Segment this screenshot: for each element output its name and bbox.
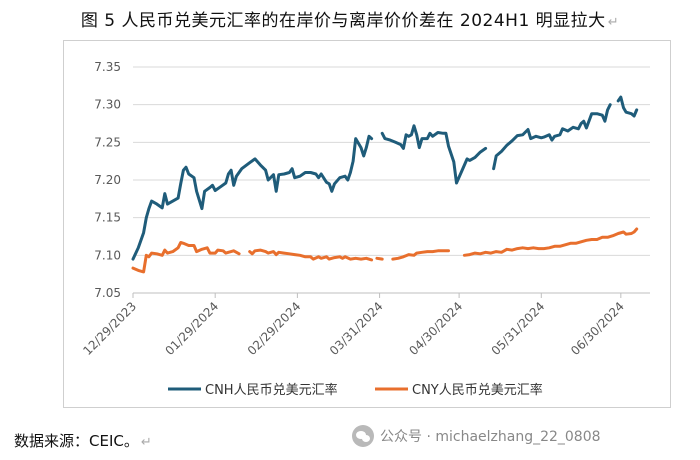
series-line-1 (131, 134, 374, 261)
chart-frame (63, 40, 671, 408)
series-line-2 (131, 241, 241, 274)
series-line-2 (462, 227, 639, 257)
x-tick-label: 05/31/2024 (489, 299, 548, 358)
y-tick-label: 7.30 (94, 98, 121, 112)
x-tick-label: 06/30/2024 (568, 299, 627, 358)
paragraph-mark-icon: ↵ (607, 15, 620, 30)
x-tick-label: 01/29/2024 (162, 299, 221, 358)
series-lines (131, 95, 639, 274)
source-text: 数据来源：CEIC。 (14, 432, 139, 450)
paragraph-mark-icon: ↵ (140, 435, 152, 450)
chart-title-text: 图 5 人民币兑美元汇率的在岸价与离岸价价差在 2024H1 明显拉大 (80, 11, 606, 31)
x-tick-label: 03/31/2024 (327, 299, 386, 358)
y-tick-label: 7.35 (94, 60, 121, 74)
chart-title: 图 5 人民币兑美元汇率的在岸价与离岸价价差在 2024H1 明显拉大 ↵ (0, 6, 700, 31)
series-line-1 (492, 103, 612, 171)
source-note: 数据来源：CEIC。 ↵ (14, 430, 152, 451)
x-axis: 12/29/2023 01/29/2024 02/29/2024 03/31/2024… (80, 292, 650, 358)
y-tick-label: 7.05 (94, 286, 121, 300)
series-line-1 (616, 95, 639, 118)
legend-label-2: CNY人民币兑美元汇率 (412, 382, 543, 398)
legend: CNH人民币兑美元汇率 CNY人民币兑美元汇率 (168, 382, 543, 398)
y-tick-label: 7.20 (94, 173, 121, 187)
y-tick-label: 7.15 (94, 211, 121, 225)
y-tick-label: 7.10 (94, 248, 121, 262)
watermark: 公众号 · michaelzhang_22_0808 (352, 425, 601, 447)
series-line-1 (380, 124, 488, 185)
y-axis-ticks: 7.05 7.10 7.15 7.20 7.25 7.30 7.35 (94, 60, 121, 300)
series-line-2 (248, 248, 374, 262)
y-tick-label: 7.25 (94, 135, 121, 149)
wechat-icon (352, 425, 374, 447)
legend-label-1: CNH人民币兑美元汇率 (205, 382, 338, 398)
series-line-2 (391, 249, 450, 261)
watermark-text: 公众号 · michaelzhang_22_0808 (380, 429, 601, 445)
line-chart: 7.05 7.10 7.15 7.20 7.25 7.30 7.35 12/29/2023 0… (80, 60, 650, 398)
x-tick-label: 04/30/2024 (406, 299, 465, 358)
series-line-2 (375, 256, 384, 261)
x-tick-label: 12/29/2023 (80, 299, 139, 358)
x-tick-label: 02/29/2024 (245, 299, 304, 358)
